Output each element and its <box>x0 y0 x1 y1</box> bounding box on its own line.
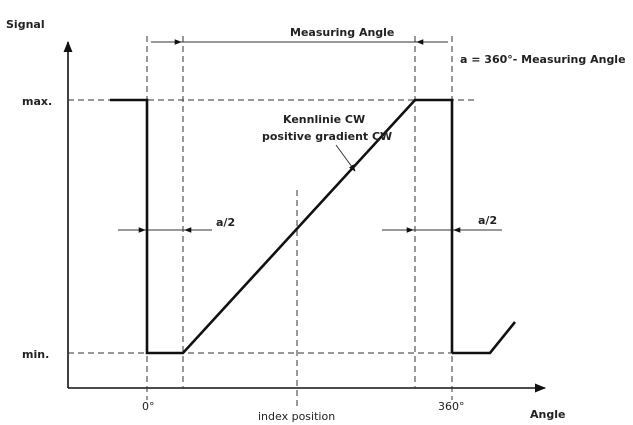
half-a-left-label: a/2 <box>216 216 235 229</box>
x-zero-label: 0° <box>142 400 155 413</box>
curve-leader-line <box>335 144 356 172</box>
signal-characteristic-tail <box>452 321 517 355</box>
measuring-angle-label: Measuring Angle <box>290 26 394 39</box>
curve-label-line2: positive gradient CW <box>262 130 392 143</box>
y-axis-label: Signal <box>6 18 45 31</box>
formula-label: a = 360°- Measuring Angle <box>460 53 626 66</box>
x-full-label: 360° <box>438 400 465 413</box>
signal-characteristic-main <box>110 98 454 355</box>
index-position-label: index position <box>258 410 335 423</box>
y-min-label: min. <box>22 348 49 361</box>
y-max-label: max. <box>22 95 52 108</box>
curve-label-line1: Kennlinie CW <box>283 113 365 126</box>
x-axis-label: Angle <box>530 408 565 421</box>
half-a-right-label: a/2 <box>478 214 497 227</box>
